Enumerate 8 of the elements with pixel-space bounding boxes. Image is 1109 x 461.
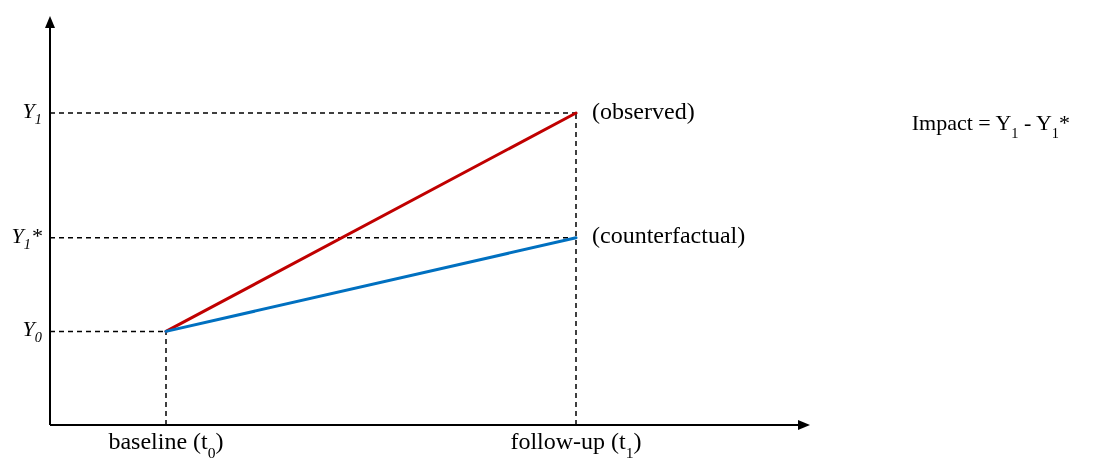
x-tick-label: follow-up (t$_{1}$) bbox=[510, 428, 642, 461]
ref-line-label: Y$_{1}$ bbox=[22, 98, 42, 128]
series-label: (counterfactual) bbox=[592, 222, 746, 249]
ref-line-label: Y$_{1}$* bbox=[11, 222, 42, 253]
series-label: (observed) bbox=[592, 97, 695, 124]
text: Impact = Y$_{1}$ - Y$_{1}$* bbox=[911, 110, 1070, 141]
ref-line-label: Y$_{0}$ bbox=[22, 316, 42, 346]
x-tick-label: baseline (t$_{0}$) bbox=[108, 428, 224, 461]
